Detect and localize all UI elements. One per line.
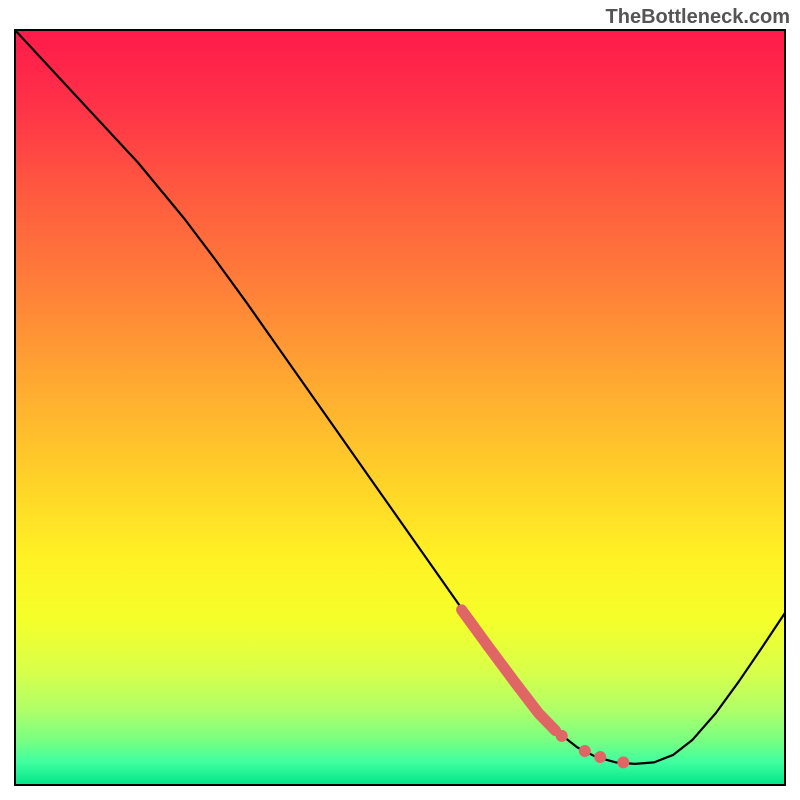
chart-canvas bbox=[0, 0, 800, 800]
highlight-dot bbox=[556, 730, 568, 742]
highlight-dot bbox=[579, 745, 591, 757]
watermark-text: TheBottleneck.com bbox=[606, 6, 790, 29]
bottleneck-chart: TheBottleneck.com bbox=[0, 0, 800, 800]
highlight-dot bbox=[594, 751, 606, 763]
plot-gradient bbox=[15, 30, 785, 785]
highlight-dot bbox=[617, 756, 629, 768]
